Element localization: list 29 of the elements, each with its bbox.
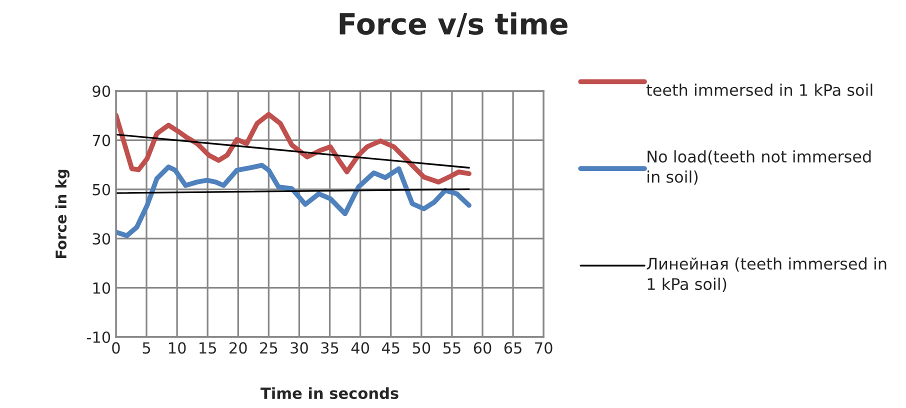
x-tick-label: 70 [535, 342, 552, 354]
x-tick-label: 10 [169, 342, 186, 354]
x-tick-label: 25 [260, 342, 278, 354]
x-tick-label: 60 [474, 342, 492, 354]
x-tick-label: 30 [290, 342, 308, 354]
y-tick-label: 10 [93, 282, 110, 294]
legend-label: Линейная (teeth immersed in 1 kPa soil) [646, 257, 886, 292]
line-series [116, 112, 472, 184]
y-tick-label: 50 [92, 184, 110, 196]
x-tick-label: 45 [382, 342, 400, 354]
x-tick-label: 5 [142, 342, 150, 354]
y-tick-label: -10 [86, 331, 110, 344]
y-axis-title: Force in kg [55, 170, 70, 258]
x-tick-label: 50 [412, 342, 430, 354]
legend-label: teeth immersed in 1 kPa soil [646, 84, 872, 96]
x-tick-label: 0 [112, 342, 120, 354]
line-series [116, 162, 472, 238]
y-tick-label: 70 [92, 134, 110, 146]
x-tick-label: 15 [200, 342, 216, 354]
legend-label: No load(teeth not immersed in soil) [648, 150, 871, 185]
x-tick-label: 35 [321, 342, 338, 354]
x-tick-label: 55 [443, 342, 460, 354]
x-axis-title: Time in seconds [260, 387, 398, 400]
x-tick-label: 40 [351, 342, 370, 354]
y-tick-label: 90 [92, 85, 110, 98]
x-tick-label: 20 [230, 342, 247, 354]
x-tick-label: 65 [504, 342, 522, 354]
chart-title: Force v/s time [340, 12, 568, 38]
y-tick-label: 30 [92, 233, 110, 245]
